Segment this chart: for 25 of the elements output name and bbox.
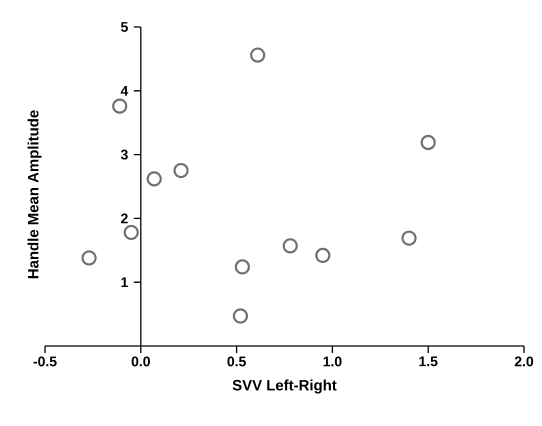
y-tick-label: 3 <box>120 150 128 160</box>
point <box>146 171 162 186</box>
point <box>232 308 248 324</box>
point <box>81 250 97 266</box>
x-axis-title: SVV Left-Right <box>232 380 337 394</box>
point <box>250 47 266 63</box>
point <box>315 248 330 263</box>
point <box>234 259 250 274</box>
x-tick-label: 0.0 <box>132 356 150 366</box>
point <box>124 224 139 240</box>
y-axis-title: Handle Mean Amplitude <box>28 110 42 278</box>
y-tick-label: 5 <box>120 22 128 32</box>
point <box>420 134 436 150</box>
point <box>282 238 298 254</box>
x-tick-label: 1.0 <box>324 356 342 366</box>
x-tick-label: 1.5 <box>419 356 438 366</box>
y-tick-label: 4 <box>120 86 128 96</box>
y-tick-label: 2 <box>121 214 128 224</box>
point <box>401 230 417 246</box>
x-tick-label: -0.5 <box>34 356 57 366</box>
x-tick-label: 0.5 <box>227 356 246 366</box>
point <box>173 162 189 178</box>
y-tick-label: 1 <box>121 277 128 287</box>
point <box>112 98 128 114</box>
x-tick-label: 2.0 <box>514 356 534 366</box>
